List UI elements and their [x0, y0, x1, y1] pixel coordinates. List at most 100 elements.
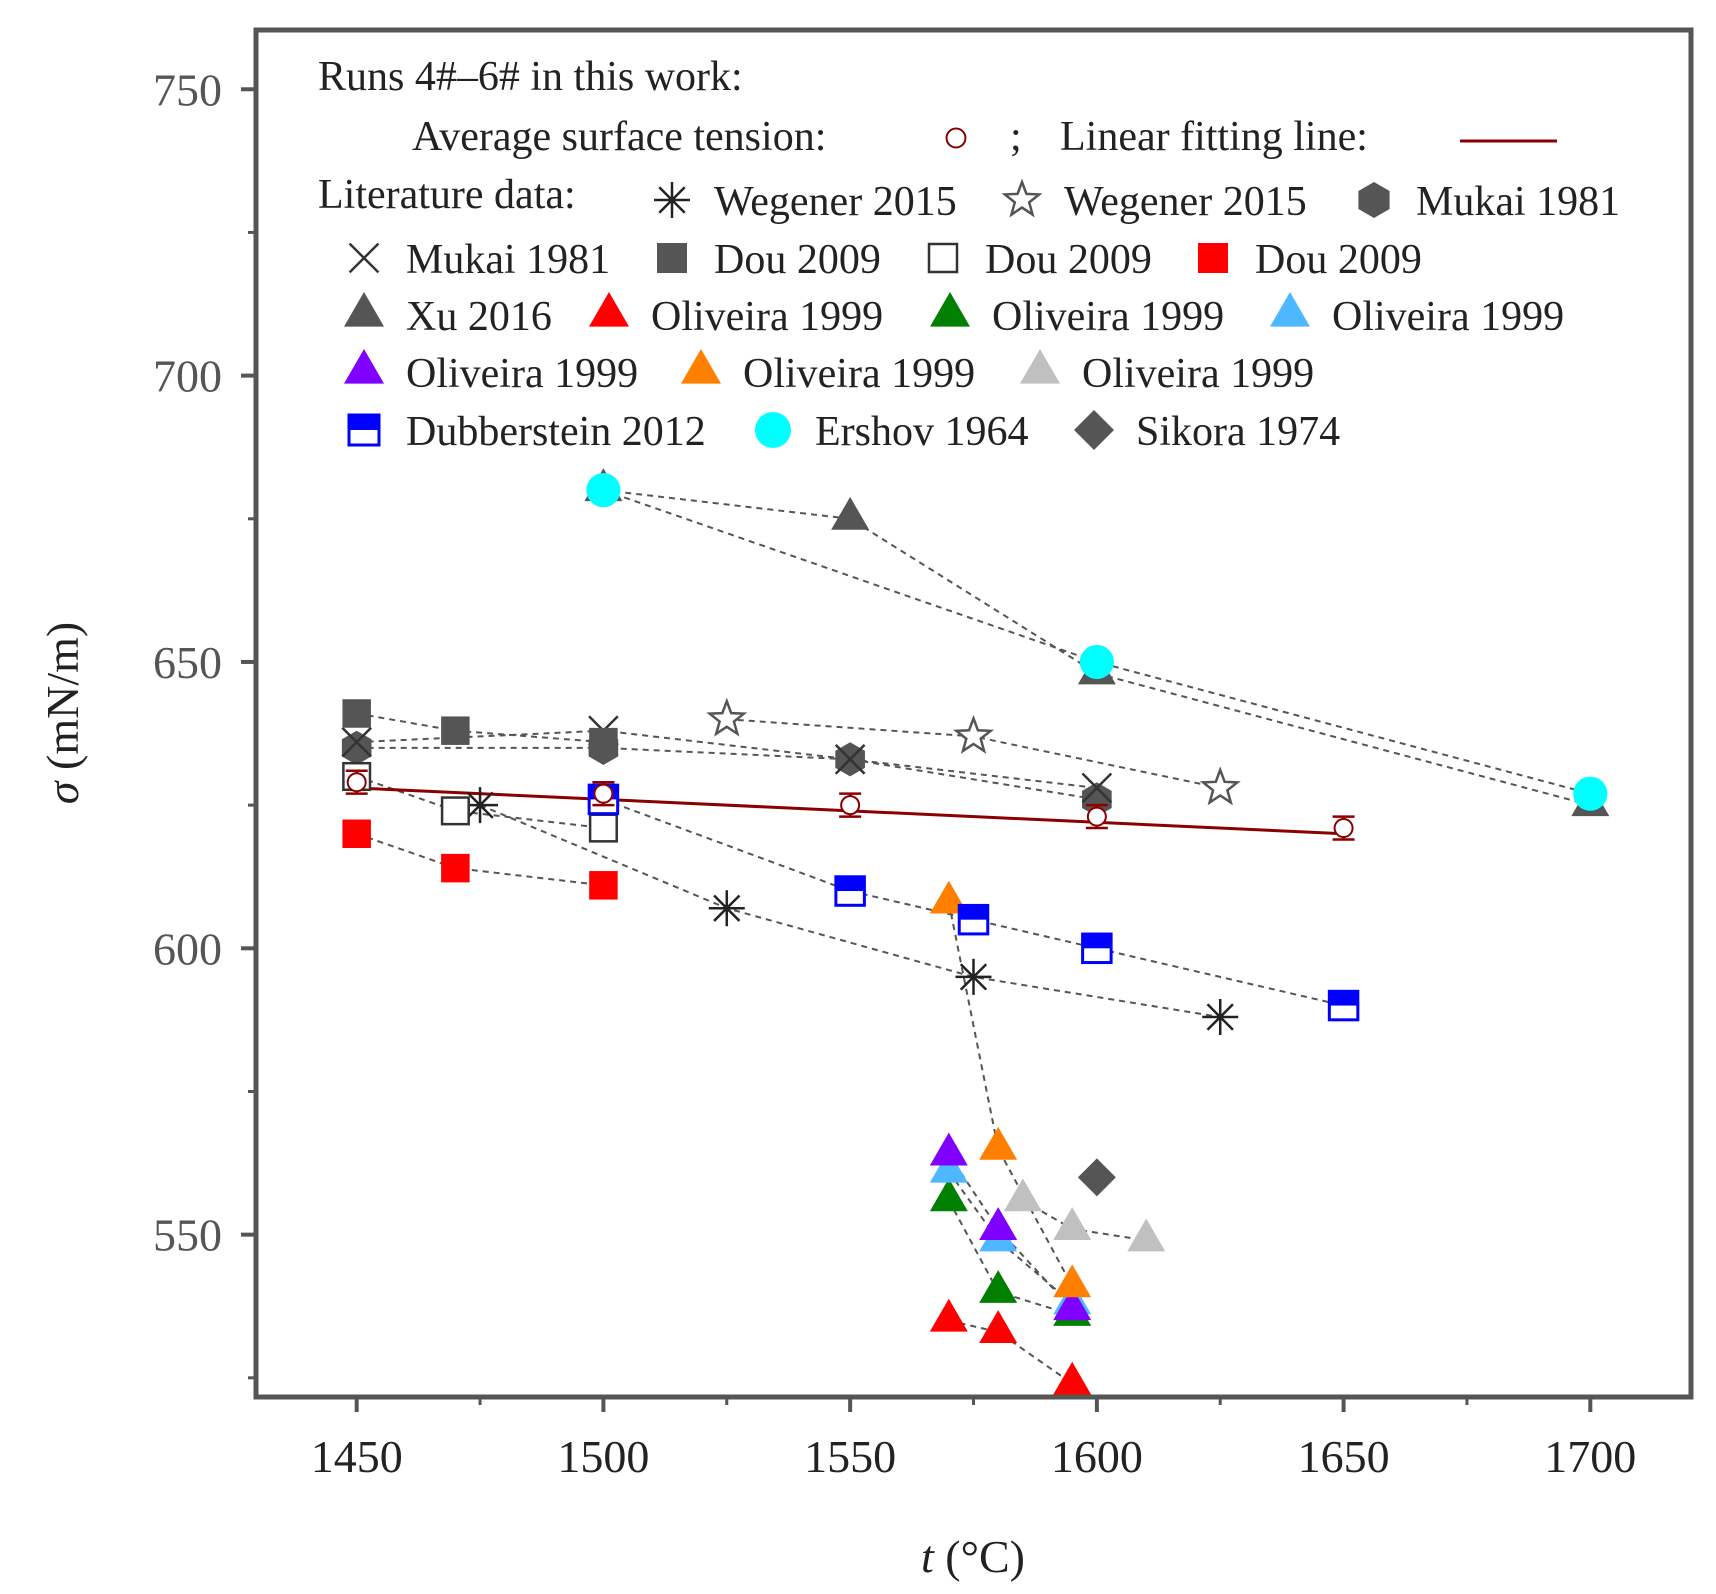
points-layer — [341, 468, 1610, 1395]
data-point — [1202, 999, 1239, 1036]
data-point — [1327, 989, 1360, 1022]
legend-marker — [755, 412, 791, 448]
y-axis-label: σ (mN/m) — [37, 622, 88, 804]
data-point — [979, 1126, 1018, 1160]
legend-sep: ; — [1010, 114, 1022, 160]
legend-entry-label: Wegener 2015 — [1064, 179, 1307, 225]
data-point — [1003, 1178, 1042, 1212]
data-point — [1077, 1158, 1116, 1197]
legend-marker — [589, 292, 629, 327]
legend-entry-label: Dubberstein 2012 — [406, 409, 706, 455]
data-point — [955, 958, 992, 995]
legend-entry-label: Dou 2009 — [985, 237, 1152, 283]
data-point — [1053, 1264, 1092, 1298]
legend-marker — [1020, 349, 1060, 384]
data-point — [834, 875, 866, 907]
series-line — [479, 804, 1221, 1019]
legend-marker — [1074, 410, 1114, 450]
data-point — [462, 787, 499, 824]
legend-marker — [654, 182, 690, 218]
data-point — [589, 727, 618, 757]
y-tick-label: 700 — [153, 351, 222, 402]
data-point — [929, 1298, 968, 1332]
data-point — [834, 744, 866, 775]
connector-lines — [356, 489, 1591, 1385]
ticks: 1450 1500 1550 1600 1650 1700 550 600 650 700 750 — [153, 64, 1636, 1482]
legend-avg-marker — [945, 127, 967, 149]
legend-marker — [930, 292, 970, 327]
series-line — [603, 489, 1591, 807]
series-line — [356, 729, 1097, 789]
legend-entry-label: Mukai 1981 — [406, 237, 610, 283]
data-point — [979, 1310, 1018, 1344]
x-tick-label: 1450 — [311, 1431, 403, 1482]
series-line — [947, 902, 1074, 1287]
data-point — [1053, 1287, 1092, 1321]
legend-marker — [344, 292, 384, 327]
legend-entry-label: Ershov 1964 — [815, 409, 1029, 455]
data-point — [929, 1149, 968, 1183]
data-point — [929, 1178, 968, 1212]
y-tick-label: 600 — [153, 923, 222, 974]
legend-marker — [657, 243, 687, 273]
y-tick-label: 750 — [153, 64, 222, 115]
legend-entry-label: Oliveira 1999 — [743, 351, 975, 397]
legend-marker — [681, 349, 721, 384]
series-line — [356, 712, 604, 744]
x-tick-label: 1650 — [1298, 1431, 1390, 1482]
legend-line1: Runs 4#–6# in this work: — [318, 54, 743, 100]
data-point — [1081, 772, 1113, 804]
data-point — [952, 714, 995, 754]
legend-entry-label: Oliveira 1999 — [1082, 351, 1314, 397]
legend-lit-label: Literature data: — [318, 172, 576, 218]
data-point — [1573, 776, 1608, 811]
data-point — [706, 697, 748, 737]
legend-avg-label: Average surface tension: — [412, 114, 826, 160]
x-tick-label: 1550 — [804, 1431, 896, 1482]
x-axis-label: t (°C) — [921, 1531, 1025, 1582]
x-tick-label: 1700 — [1544, 1431, 1636, 1482]
legend-entry-label: Oliveira 1999 — [406, 351, 638, 397]
avg-point — [1085, 803, 1108, 830]
legend-entry-label: Xu 2016 — [406, 294, 552, 340]
data-point — [1082, 782, 1112, 817]
legend-entry-label: Mukai 1981 — [1416, 179, 1620, 225]
data-point — [1053, 1207, 1092, 1240]
legend-entry-label: Oliveira 1999 — [651, 294, 883, 340]
data-point — [441, 716, 470, 745]
data-point — [929, 1132, 968, 1166]
data-point — [708, 890, 745, 927]
avg-point — [839, 792, 862, 818]
series-line — [356, 746, 1098, 801]
legend-entry-label: Oliveira 1999 — [992, 294, 1224, 340]
data-point — [979, 1270, 1018, 1303]
data-point — [1053, 1361, 1092, 1395]
avg-point — [345, 769, 368, 795]
avg-point — [1332, 815, 1355, 841]
data-point — [342, 819, 371, 849]
legend-entry-label: Dou 2009 — [1255, 237, 1422, 283]
avg-point — [592, 780, 615, 807]
data-point — [440, 796, 470, 826]
legend-marker — [1358, 182, 1390, 218]
data-point — [979, 1207, 1018, 1240]
data-point — [589, 871, 618, 900]
data-point — [342, 699, 371, 728]
legend-marker — [347, 413, 381, 447]
y-tick-label: 650 — [153, 637, 222, 688]
data-point — [586, 473, 621, 508]
legend-marker — [1001, 178, 1043, 218]
data-point — [1199, 766, 1241, 806]
data-point — [341, 730, 372, 765]
legend-marker — [344, 349, 384, 384]
legend-marker — [1270, 292, 1310, 327]
series-line — [948, 1319, 1073, 1385]
legend-marker — [1198, 243, 1228, 273]
x-tick-label: 1500 — [557, 1431, 649, 1482]
data-point — [831, 496, 870, 530]
legend-marker — [348, 242, 380, 274]
data-point — [1127, 1218, 1166, 1252]
data-point — [957, 903, 990, 936]
legend-entry-label: Wegener 2015 — [714, 179, 957, 225]
